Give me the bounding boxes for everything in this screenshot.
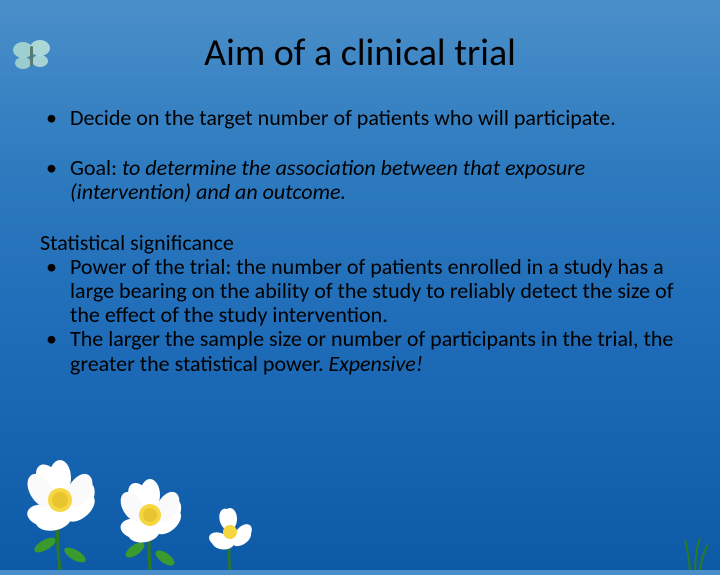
bullet-marker: • <box>40 156 70 180</box>
slide-title: Aim of a clinical trial <box>0 30 720 76</box>
butterfly-decoration <box>8 38 58 78</box>
bullet-2-italic: to determine the association between tha… <box>70 154 585 205</box>
bullet-text-2: Goal: to determine the association betwe… <box>70 156 680 204</box>
bullet-marker: • <box>40 327 70 351</box>
bullet-2: • Goal: to determine the association bet… <box>40 156 680 204</box>
section-heading: Statistical significance <box>40 231 680 255</box>
bullet-text-1: Decide on the target number of patients … <box>70 106 680 130</box>
sub-bullet-2: • The larger the sample size or number o… <box>40 327 680 375</box>
sub-bullet-1: • Power of the trial: the number of pati… <box>40 255 680 328</box>
sub-bullet-text-1: Power of the trial: the number of patien… <box>70 255 680 328</box>
expensive-text: Expensive! <box>328 350 423 377</box>
bullet-marker: • <box>40 255 70 279</box>
flowers-decoration <box>0 450 720 570</box>
slide-content: • Decide on the target number of patient… <box>0 106 720 376</box>
bullet-1: • Decide on the target number of patient… <box>40 106 680 130</box>
bullet-marker: • <box>40 106 70 130</box>
sub-bullet-text-2: The larger the sample size or number of … <box>70 327 680 375</box>
